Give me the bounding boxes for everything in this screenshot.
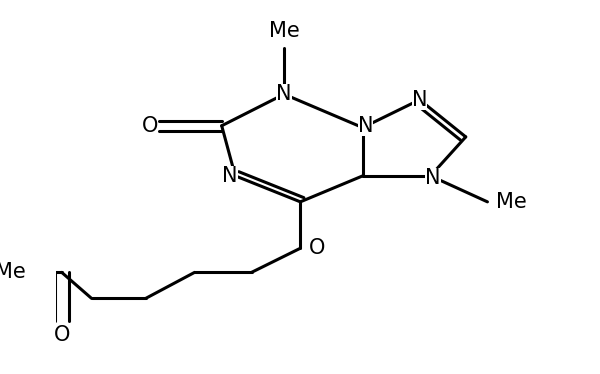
Text: Me: Me — [0, 263, 26, 282]
Text: N: N — [425, 168, 441, 188]
Text: N: N — [277, 84, 292, 104]
Text: O: O — [53, 325, 70, 346]
Text: O: O — [308, 238, 325, 258]
Text: O: O — [142, 116, 158, 136]
Text: N: N — [358, 116, 373, 136]
Text: Me: Me — [269, 21, 299, 41]
Text: N: N — [222, 166, 238, 186]
Text: Me: Me — [496, 192, 527, 212]
Text: N: N — [412, 90, 427, 110]
